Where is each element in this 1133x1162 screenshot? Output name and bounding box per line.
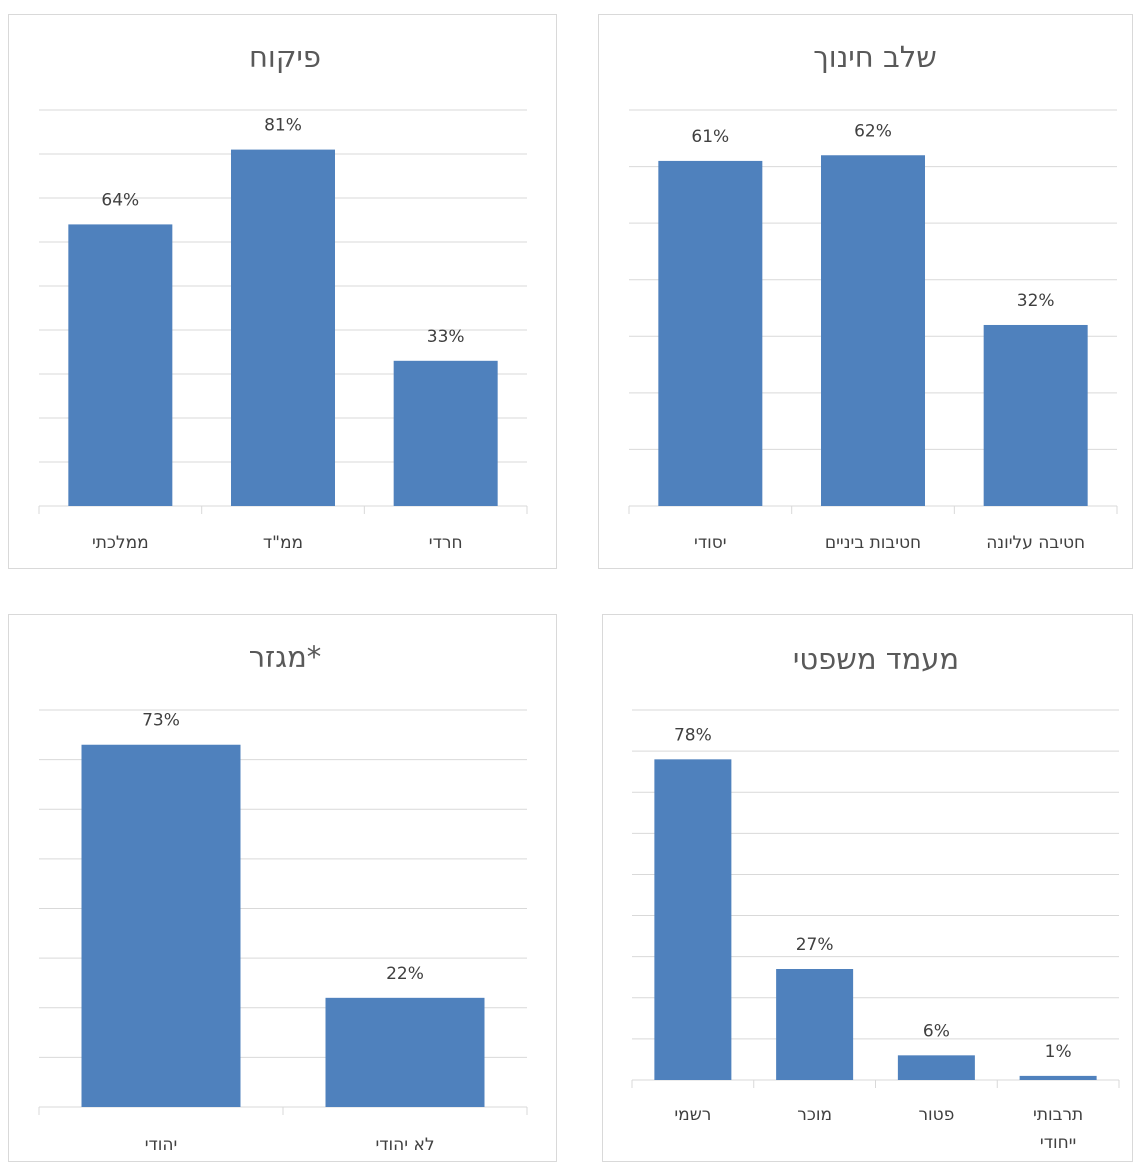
chart-title: מגזר* <box>249 640 322 674</box>
data-label-middle-school: 62% <box>854 121 892 141</box>
data-label-haredi: 33% <box>427 327 465 347</box>
bar-patur <box>897 1055 975 1080</box>
category-label-tarbuti-yihudi: תרבותי <box>1033 1105 1083 1125</box>
category-label-non-jewish: לא יהודי <box>375 1135 434 1155</box>
bar-tarbuti-yihudi <box>1019 1075 1097 1080</box>
bar-haredi <box>393 360 498 506</box>
category-label-middle-school: חטיבות ביניים <box>825 533 921 553</box>
bar-chart-education-stage: שלב חינוך 61% יסודי 62% חטיבות ביניים 32% חטיב… <box>628 40 1118 553</box>
bar-chart-supervision: פיקוח 64% ממלכתי 81% ממ"ד 33% חרדי <box>38 40 528 553</box>
category-label-tarbuti-yihudi: ייחודי <box>1040 1133 1076 1153</box>
data-label-patur: 6% <box>923 1021 950 1041</box>
bar-mamlachti <box>68 224 173 506</box>
bar-high-school <box>983 324 1088 506</box>
bar-yesodi <box>658 160 763 506</box>
data-label-tarbuti-yihudi: 1% <box>1045 1042 1072 1062</box>
bar-jewish <box>81 744 241 1107</box>
bar-mamad <box>231 149 335 506</box>
data-label-reshmi: 78% <box>674 725 712 745</box>
category-label-mukar: מוכר <box>797 1105 832 1125</box>
bar-middle-school <box>821 155 925 506</box>
chart-panel-supervision: פיקוח 64% ממלכתי 81% ממ"ד 33% חרדי <box>8 14 557 569</box>
bar-non-jewish <box>325 997 485 1107</box>
chart-panel-education-stage: שלב חינוך 61% יסודי 62% חטיבות ביניים 32% חטיב… <box>598 14 1133 569</box>
bar-chart-sector: מגזר* 73% יהודי 22% לא יהודי <box>38 640 528 1155</box>
bar-mukar <box>776 969 854 1080</box>
category-label-haredi: חרדי <box>429 533 463 553</box>
category-label-mamad: ממ"ד <box>263 533 303 553</box>
data-label-mamlachti: 64% <box>101 190 139 210</box>
bar-chart-legal-status: מעמד משפטי 78% רשמי 27% מוכר 6% פטור 1% תרבותי יי… <box>631 642 1120 1153</box>
bar-reshmi <box>654 759 732 1080</box>
category-label-mamlachti: ממלכתי <box>92 533 149 553</box>
chart-title: שלב חינוך <box>813 40 937 74</box>
chart-title: מעמד משפטי <box>793 642 959 676</box>
chart-panel-sector: מגזר* 73% יהודי 22% לא יהודי <box>8 614 557 1162</box>
chart-panel-legal-status: מעמד משפטי 78% רשמי 27% מוכר 6% פטור 1% תרבותי יי… <box>602 614 1133 1162</box>
data-label-high-school: 32% <box>1017 291 1055 311</box>
data-label-mamad: 81% <box>264 116 302 136</box>
data-label-mukar: 27% <box>796 935 834 955</box>
category-label-jewish: יהודי <box>145 1135 178 1155</box>
data-label-non-jewish: 22% <box>386 964 424 984</box>
category-label-yesodi: יסודי <box>694 533 727 553</box>
data-label-jewish: 73% <box>142 711 180 731</box>
data-label-yesodi: 61% <box>691 127 729 147</box>
chart-title: פיקוח <box>249 40 321 74</box>
category-label-reshmi: רשמי <box>674 1105 711 1125</box>
category-label-high-school: חטיבה עליונה <box>986 533 1085 553</box>
category-label-patur: פטור <box>918 1105 954 1125</box>
